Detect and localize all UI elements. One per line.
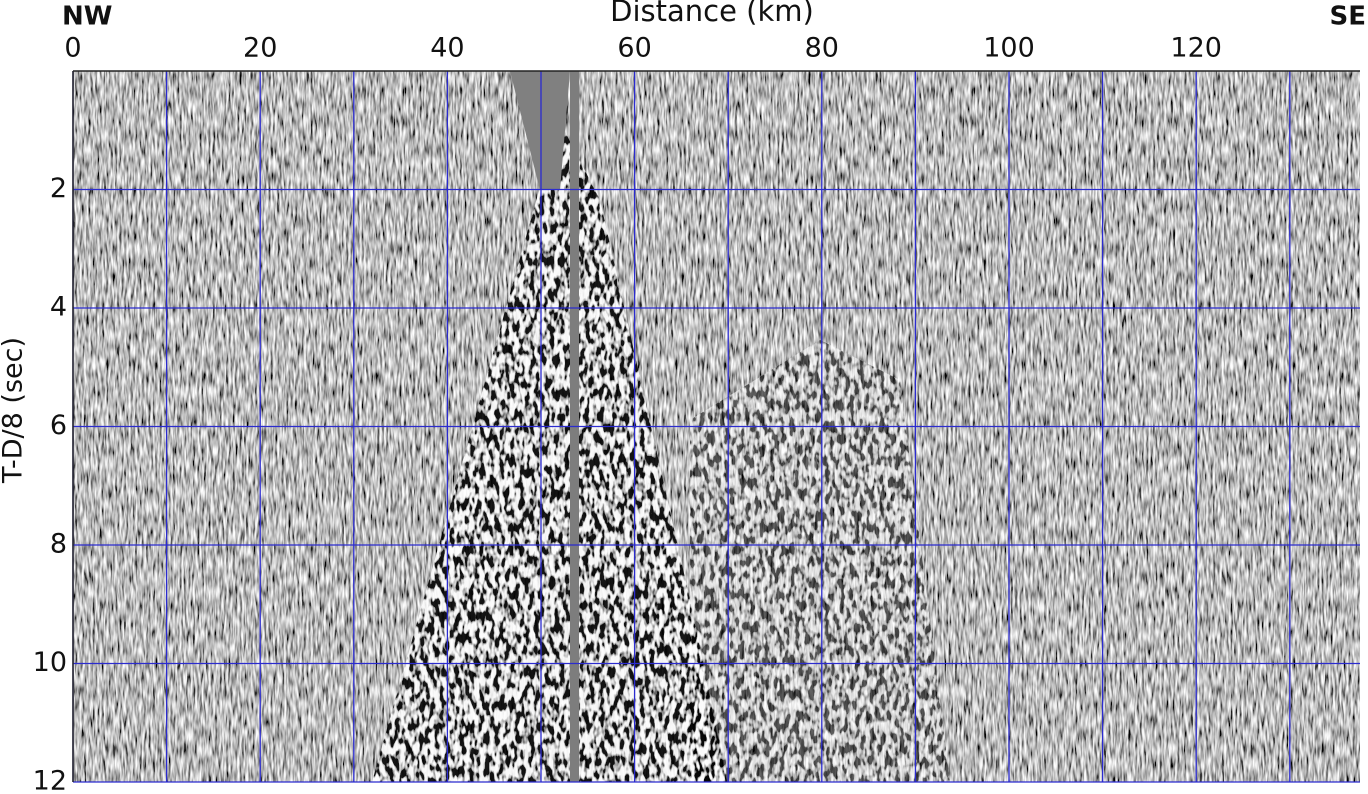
y-tick-label: 8 bbox=[50, 529, 67, 560]
y-axis-title: T-D/8 (sec) bbox=[0, 337, 29, 484]
x-tick-label: 60 bbox=[617, 33, 651, 64]
direction-label: NW bbox=[62, 2, 112, 32]
y-tick-label: 2 bbox=[50, 173, 67, 204]
x-tick-label: 0 bbox=[64, 33, 81, 64]
x-tick-label: 80 bbox=[805, 33, 839, 64]
x-axis-title: Distance (km) bbox=[610, 0, 814, 28]
x-tick-label: 120 bbox=[1170, 33, 1222, 64]
y-tick-label: 12 bbox=[33, 766, 67, 794]
y-tick-label: 4 bbox=[50, 292, 67, 323]
y-tick-label: 10 bbox=[33, 647, 67, 678]
y-tick-label: 6 bbox=[50, 410, 67, 441]
direction-label: SE bbox=[1330, 2, 1367, 32]
x-tick-label: 100 bbox=[983, 33, 1035, 64]
x-tick-label: 20 bbox=[243, 33, 277, 64]
x-tick-label: 40 bbox=[430, 33, 464, 64]
